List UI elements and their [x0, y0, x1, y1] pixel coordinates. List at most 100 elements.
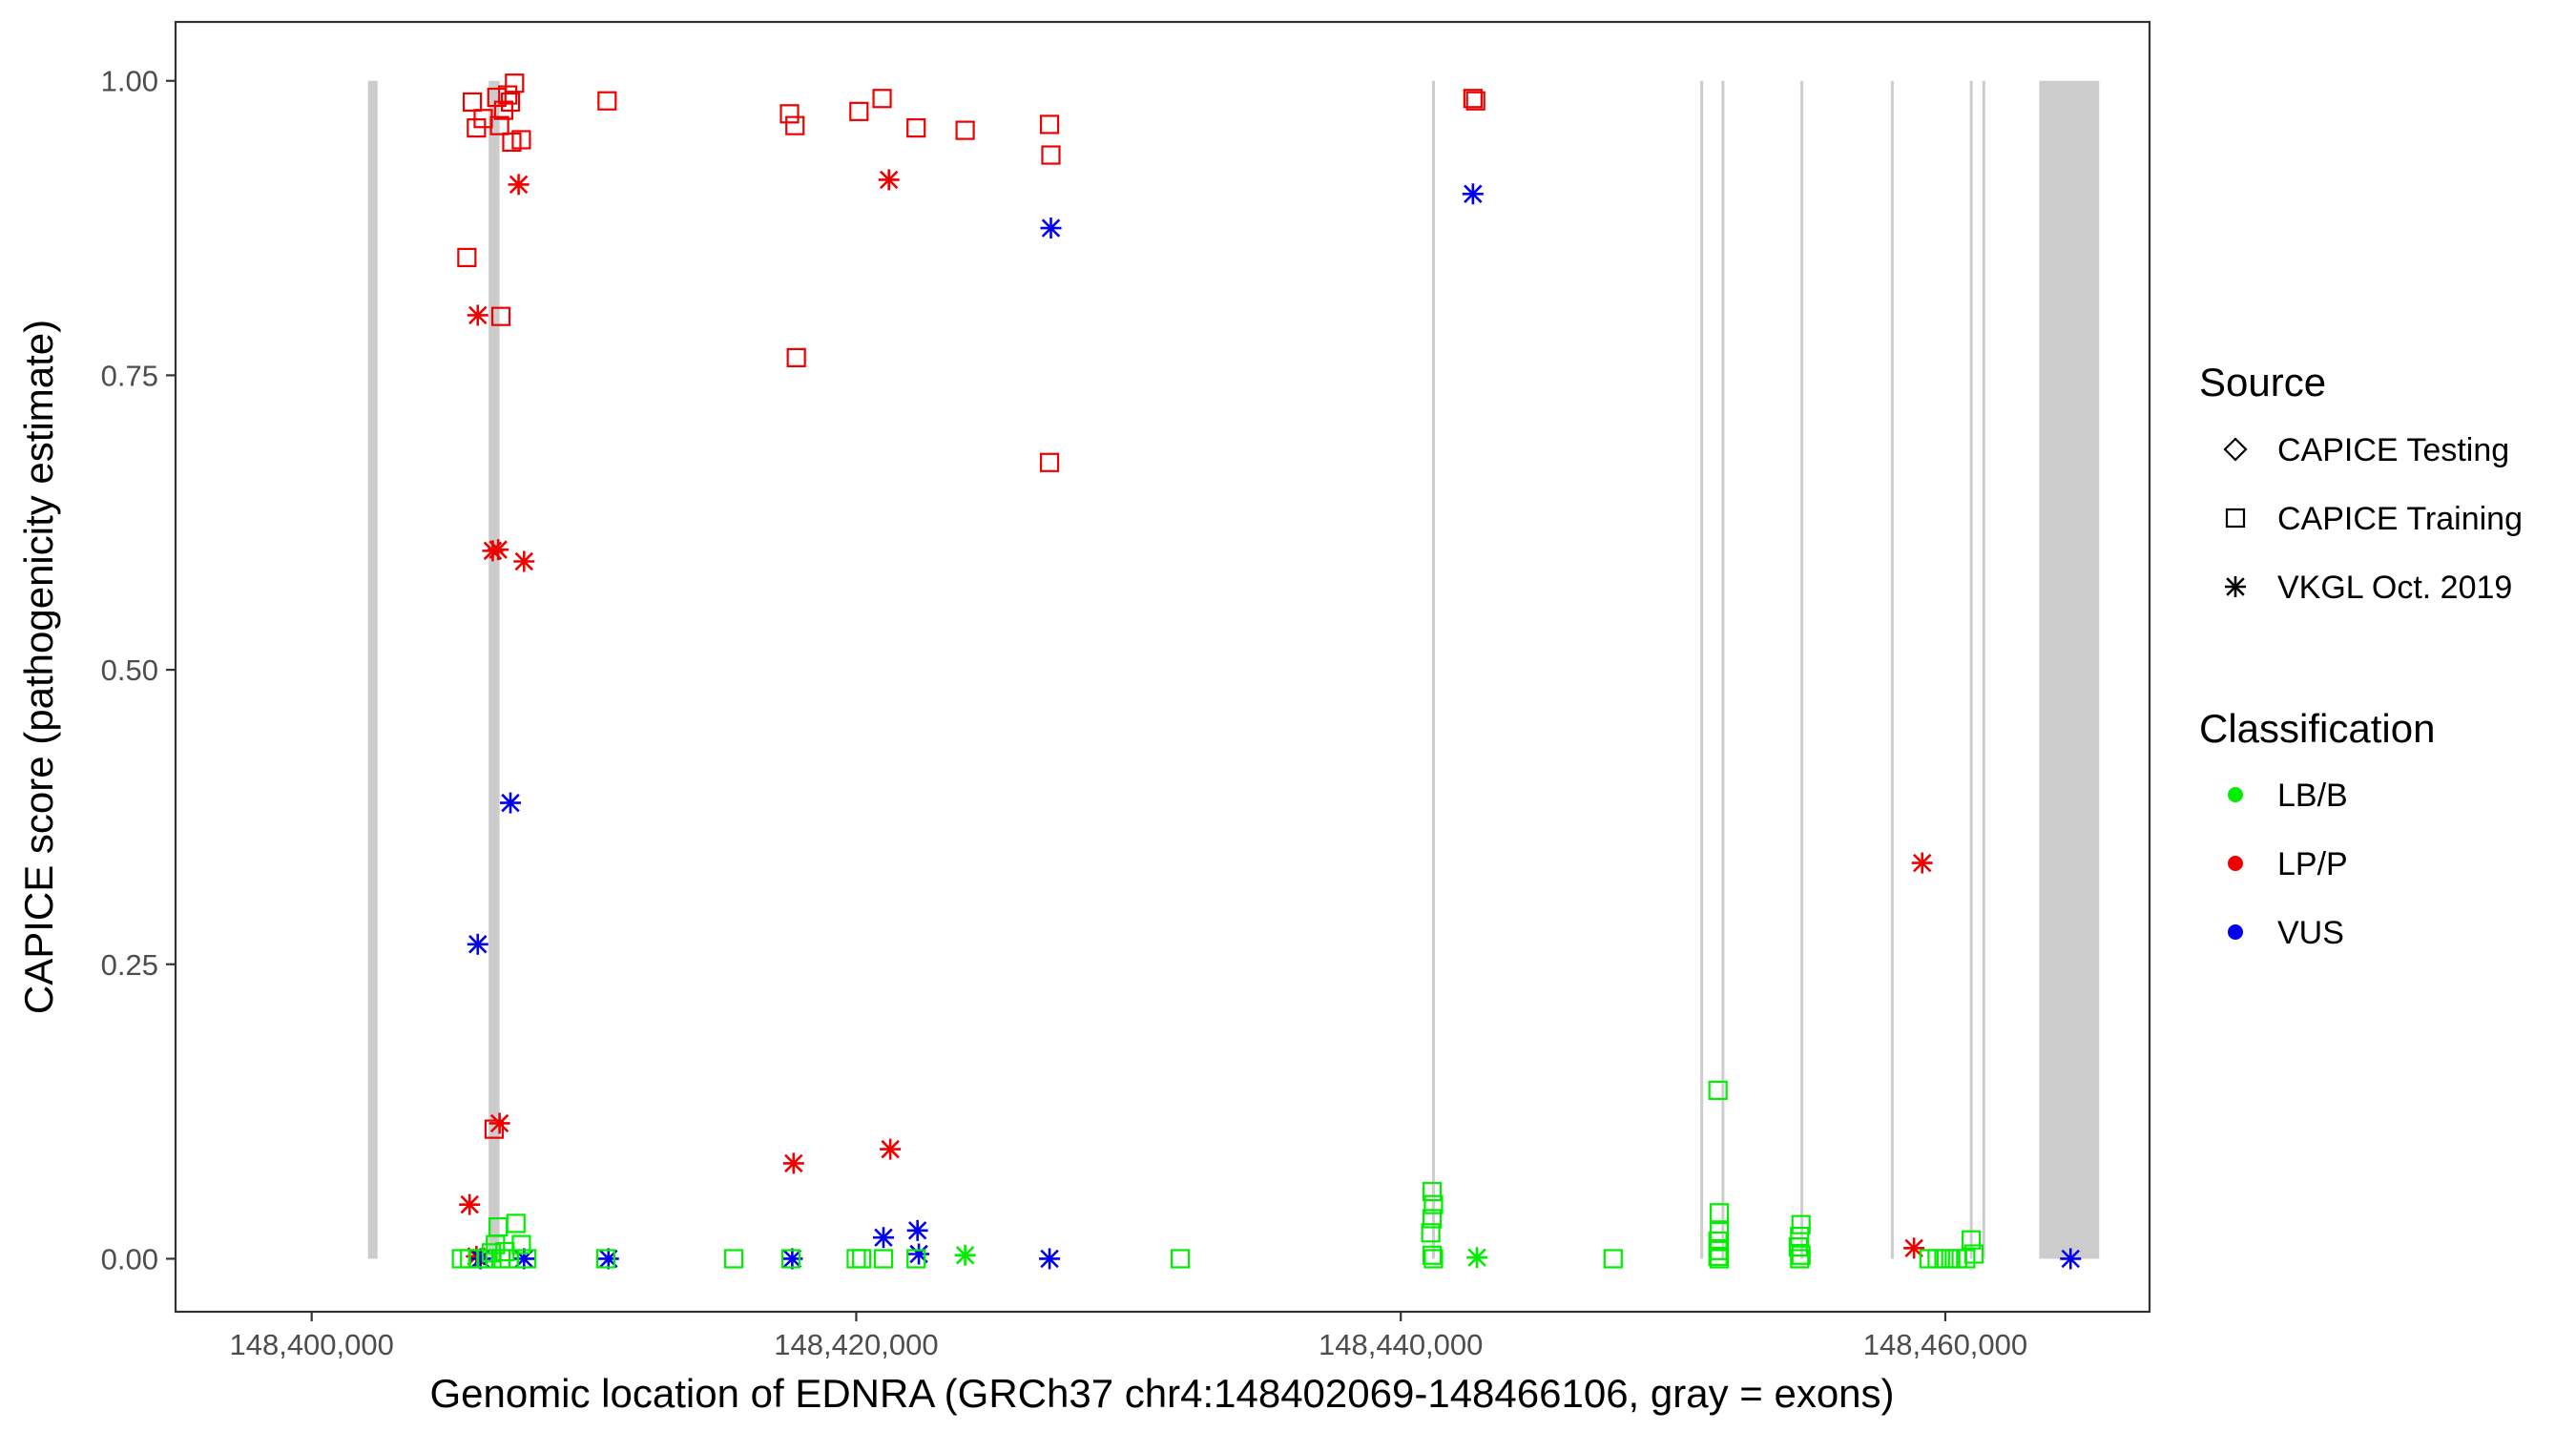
- y-tick-label: 0.50: [101, 653, 158, 687]
- legend-label: CAPICE Testing: [2277, 432, 2509, 468]
- legend-source: Source CAPICE Testing CAPICE Training VKGL …: [2199, 360, 2523, 606]
- data-point: [1423, 1194, 1444, 1214]
- exon-band-10: [2039, 80, 2100, 1259]
- data-point: [1040, 218, 1062, 239]
- exon-band-6: [1800, 80, 1804, 1259]
- y-tick-label: 0.75: [101, 359, 158, 392]
- legend-key-dot: [2228, 856, 2243, 871]
- data-point: [906, 1219, 928, 1241]
- data-point: [1170, 1249, 1191, 1269]
- x-tick-label: 148,420,000: [774, 1328, 938, 1361]
- data-point: [780, 1249, 801, 1269]
- data-point: [517, 1249, 537, 1269]
- exon-band-5: [1721, 80, 1725, 1259]
- legend-classification: Classification LB/B LP/P VUS: [2199, 706, 2435, 951]
- data-point: [1039, 114, 1060, 135]
- data-point: [785, 115, 805, 135]
- data-point: [597, 1248, 619, 1270]
- legend-label: VUS: [2277, 915, 2344, 951]
- data-point: [467, 933, 488, 955]
- data-point: [1708, 1080, 1728, 1100]
- legend-label: CAPICE Training: [2277, 501, 2523, 537]
- exon-band-4: [1700, 80, 1704, 1259]
- data-point: [1603, 1249, 1623, 1269]
- data-point: [723, 1249, 744, 1269]
- legend-label: LP/P: [2277, 846, 2348, 882]
- data-point: [1791, 1214, 1811, 1234]
- data-point: [1422, 1181, 1443, 1202]
- data-point: [505, 73, 525, 93]
- data-point: [878, 169, 900, 191]
- data-point: [1911, 852, 1933, 874]
- data-point: [513, 550, 535, 572]
- data-point: [488, 1112, 510, 1134]
- data-point: [908, 1243, 930, 1265]
- data-point: [498, 85, 518, 105]
- data-point: [779, 104, 800, 124]
- data-point: [467, 304, 488, 326]
- data-point: [489, 115, 509, 135]
- x-tick-label: 148,440,000: [1319, 1328, 1483, 1361]
- exons-layer: [367, 80, 2100, 1259]
- data-point: [487, 87, 507, 108]
- data-point: [597, 91, 617, 111]
- legend-key-diamond: [2223, 437, 2248, 462]
- data-point: [462, 92, 483, 113]
- data-point: [1423, 1249, 1444, 1269]
- exon-band-3: [1432, 80, 1436, 1259]
- data-point: [872, 89, 892, 109]
- data-point: [500, 792, 522, 814]
- points-layer: [451, 73, 2082, 1270]
- data-point: [1710, 1203, 1730, 1223]
- legend: Source CAPICE Testing CAPICE Training VKGL …: [2199, 360, 2523, 951]
- y-axis: 0.00 0.25 0.50 0.75 1.00: [101, 65, 176, 1275]
- y-axis-title: CAPICE score (pathogenicity estimate): [16, 320, 61, 1014]
- data-point: [1466, 1247, 1488, 1269]
- data-point: [1961, 1230, 1982, 1250]
- data-point: [490, 306, 511, 326]
- data-point: [1039, 452, 1060, 472]
- legend-label: LB/B: [2277, 778, 2348, 814]
- exon-band-8: [1969, 80, 1973, 1259]
- plot-panel-border: [174, 20, 2151, 1314]
- legend-title: Source: [2199, 360, 2326, 404]
- legend-key-asterisk: [2225, 576, 2246, 597]
- legend-key-dot: [2228, 787, 2243, 802]
- data-point: [782, 1152, 804, 1174]
- data-point: [1465, 91, 1485, 111]
- data-point: [508, 174, 530, 196]
- data-point: [849, 101, 869, 121]
- x-tick-label: 148,460,000: [1863, 1328, 2027, 1361]
- data-point: [786, 347, 806, 367]
- data-point: [1462, 183, 1484, 205]
- data-point: [1422, 1245, 1443, 1265]
- data-point: [1463, 89, 1483, 109]
- data-point: [1039, 1248, 1061, 1270]
- exon-band-9: [1982, 80, 1985, 1259]
- data-point: [1421, 1223, 1441, 1243]
- data-point: [872, 1227, 894, 1249]
- series-asterisk-vus: [467, 183, 2082, 1270]
- data-point: [1963, 1244, 1984, 1264]
- y-tick-label: 0.25: [101, 948, 158, 982]
- series-square-lbb: [451, 1080, 1984, 1269]
- data-point: [500, 92, 521, 113]
- data-point: [906, 118, 926, 138]
- y-tick-label: 1.00: [101, 65, 158, 98]
- data-point: [511, 130, 531, 150]
- data-point: [2060, 1248, 2082, 1270]
- data-point: [955, 120, 975, 140]
- data-point: [506, 1213, 526, 1234]
- data-point: [488, 539, 509, 561]
- data-point: [1041, 145, 1061, 165]
- legend-label: VKGL Oct. 2019: [2277, 570, 2512, 606]
- x-axis: 148,400,000 148,420,000 148,440,000 148,460…: [229, 1312, 2027, 1361]
- data-point: [484, 1119, 504, 1139]
- x-tick-label: 148,400,000: [229, 1328, 393, 1361]
- x-axis-title: Genomic location of EDNRA (GRCh37 chr4:1…: [429, 1371, 1894, 1416]
- legend-key-dot: [2228, 924, 2243, 940]
- exon-band-7: [1890, 80, 1894, 1259]
- data-point: [1790, 1249, 1810, 1269]
- data-point: [595, 1249, 615, 1269]
